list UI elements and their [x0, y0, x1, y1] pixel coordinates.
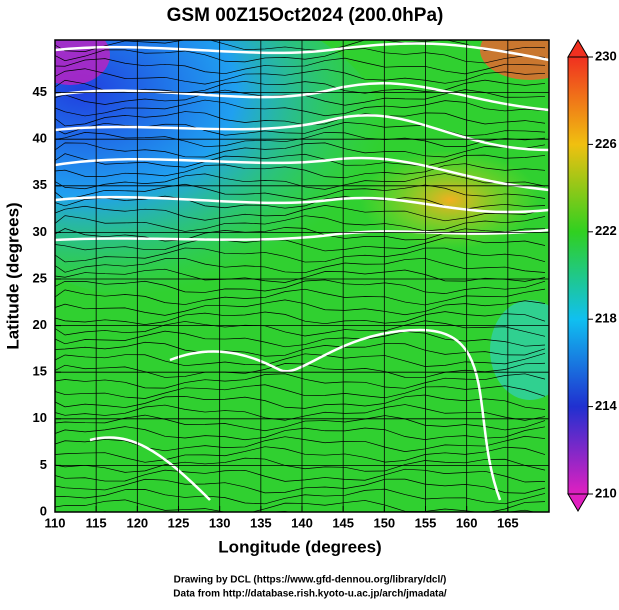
axes: 110 115 120 125 130 135 140 145 150 155 160 165 0 5 10…: [33, 48, 618, 530]
y-tick-label: 30: [33, 224, 47, 239]
colorbar: [567, 39, 589, 512]
streamline: [55, 468, 546, 483]
contour: [55, 156, 549, 192]
colorbar-tick-label: 218: [595, 311, 617, 326]
contour: [89, 436, 211, 501]
streamline: [55, 111, 546, 127]
y-tick-label: 10: [33, 410, 47, 425]
x-tick-label: 115: [86, 515, 107, 530]
streamline: [55, 352, 546, 367]
y-tick-label: 35: [33, 177, 47, 192]
x-tick-label: 110: [45, 515, 66, 530]
streamline: [55, 457, 546, 473]
streamline: [55, 426, 546, 441]
y-tick-label: 45: [33, 84, 47, 99]
contour: [55, 228, 549, 242]
streamline: [55, 215, 546, 232]
contour: [55, 82, 549, 112]
streamline: [55, 173, 546, 190]
colorbar-tick-label: 226: [595, 136, 617, 151]
streamline: [55, 288, 546, 306]
streamline: [55, 142, 546, 158]
streamline: [55, 247, 546, 263]
streamline: [55, 268, 546, 283]
streamline: [55, 205, 546, 222]
colorbar-tick-label: 214: [595, 398, 617, 413]
streamline: [55, 435, 546, 452]
credit: Data from http://database.rish.kyoto-u.a…: [173, 589, 447, 600]
contour: [55, 114, 549, 152]
credit: Drawing by DCL (https://www.gfd-dennou.o…: [174, 575, 447, 586]
streamline: [55, 478, 546, 494]
chart-title: GSM 00Z15Oct2024 (200.0hPa): [167, 5, 444, 26]
streamline: [55, 279, 546, 295]
x-tick-label: 165: [497, 515, 519, 530]
y-tick-label: 15: [33, 364, 47, 379]
contour: [55, 195, 549, 214]
streamline: [55, 122, 546, 137]
y-tick-label: 20: [33, 317, 47, 332]
streamline: [55, 320, 546, 337]
x-tick-label: 130: [209, 515, 231, 530]
contour: [169, 328, 502, 501]
y-tick-label: 0: [40, 503, 47, 518]
y-tick-label: 40: [33, 131, 47, 146]
contour: [55, 42, 549, 62]
low-temp-core: [55, 40, 110, 85]
streamline: [55, 40, 546, 52]
colorbar-tick-label: 230: [595, 48, 617, 63]
streamline: [55, 394, 546, 410]
x-tick-label: 145: [332, 515, 354, 530]
streamline: [55, 446, 546, 463]
streamline: [55, 499, 546, 512]
x-tick-label: 120: [126, 515, 148, 530]
colorbar-bottom: [567, 493, 589, 512]
streamline: [55, 404, 546, 421]
streamline: [55, 299, 546, 316]
streamline: [55, 57, 546, 75]
x-tick-label: 135: [250, 515, 272, 530]
warm-region: [360, 150, 540, 250]
colorbar-tick-label: 210: [595, 485, 617, 500]
streamline: [55, 227, 546, 242]
field: [55, 40, 549, 512]
streamline: [55, 131, 546, 148]
streamline: [55, 99, 546, 117]
y-tick-label: 25: [33, 270, 47, 285]
colorbar-tick-label: 222: [595, 223, 617, 238]
grid: [55, 40, 549, 512]
streamlines: [55, 40, 546, 512]
y-tick-label: 5: [40, 457, 47, 472]
streamline: [55, 68, 546, 85]
streamline: [55, 237, 546, 252]
streamline: [55, 373, 546, 389]
x-tick-label: 125: [168, 515, 190, 530]
streamline: [55, 183, 546, 201]
x-tick-label: 155: [415, 515, 437, 530]
streamline: [55, 311, 546, 326]
streamline: [55, 330, 546, 348]
x-tick-label: 150: [373, 515, 395, 530]
cool-region: [490, 300, 549, 400]
streamline: [55, 341, 546, 357]
streamline: [55, 257, 546, 274]
colorbar-top: [567, 39, 589, 58]
streamline: [55, 488, 546, 505]
colorbar-body: [567, 56, 589, 495]
streamline: [55, 163, 546, 179]
low-temp-region: [55, 40, 390, 300]
x-tick-label: 160: [456, 515, 478, 530]
x-tick-label: 140: [291, 515, 313, 530]
streamline: [55, 48, 546, 64]
x-axis-label: Longitude (degrees): [218, 537, 381, 556]
y-axis-label: Latitude (degrees): [3, 202, 22, 349]
streamline: [55, 414, 546, 432]
streamline: [55, 362, 546, 378]
streamline: [55, 153, 546, 168]
streamline: [55, 384, 546, 399]
contours: [55, 42, 549, 501]
